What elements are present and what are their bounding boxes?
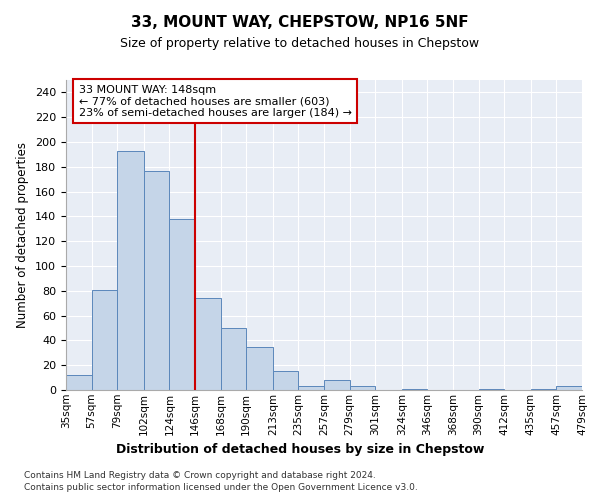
Bar [144,170,169,390]
Bar [169,219,195,390]
Text: 33, MOUNT WAY, CHEPSTOW, NP16 5NF: 33, MOUNT WAY, CHEPSTOW, NP16 5NF [131,15,469,30]
Text: Distribution of detached houses by size in Chepstow: Distribution of detached houses by size … [116,442,484,456]
Bar [66,375,92,390]
Text: Contains HM Land Registry data © Crown copyright and database right 2024.: Contains HM Land Registry data © Crown c… [24,471,376,480]
Bar [556,386,582,390]
Bar [479,389,504,390]
Bar [221,328,246,390]
Text: Size of property relative to detached houses in Chepstow: Size of property relative to detached ho… [121,38,479,51]
Text: 33 MOUNT WAY: 148sqm
← 77% of detached houses are smaller (603)
23% of semi-deta: 33 MOUNT WAY: 148sqm ← 77% of detached h… [79,84,352,118]
Bar [246,346,273,390]
Bar [298,386,324,390]
Bar [273,372,298,390]
Bar [117,150,144,390]
Bar [402,389,427,390]
Y-axis label: Number of detached properties: Number of detached properties [16,142,29,328]
Bar [195,298,221,390]
Bar [92,290,117,390]
Text: Contains public sector information licensed under the Open Government Licence v3: Contains public sector information licen… [24,484,418,492]
Bar [531,389,556,390]
Bar [324,380,350,390]
Bar [350,386,375,390]
